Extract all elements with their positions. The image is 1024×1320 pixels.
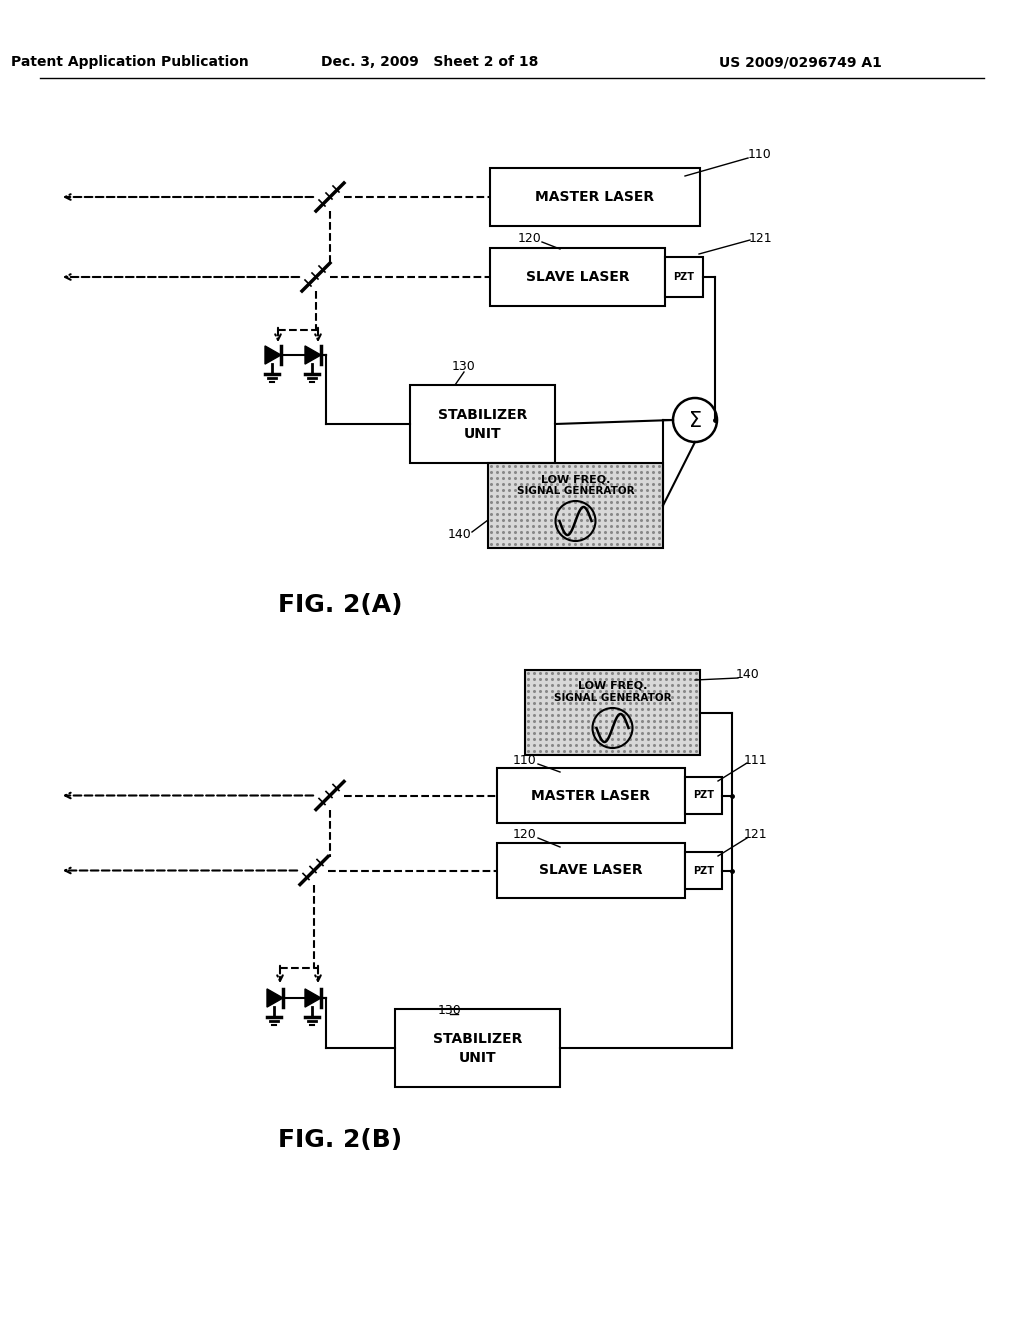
Text: Dec. 3, 2009   Sheet 2 of 18: Dec. 3, 2009 Sheet 2 of 18 (322, 55, 539, 69)
Text: LOW FREQ.: LOW FREQ. (541, 474, 610, 484)
Text: 140: 140 (736, 668, 760, 681)
Polygon shape (305, 989, 321, 1007)
Text: PZT: PZT (674, 272, 694, 282)
Text: UNIT: UNIT (464, 426, 502, 441)
Text: US 2009/0296749 A1: US 2009/0296749 A1 (719, 55, 882, 69)
Text: 120: 120 (513, 829, 537, 842)
Bar (497, 768, 685, 822)
Bar (665, 257, 703, 297)
Text: STABILIZER: STABILIZER (433, 1032, 522, 1045)
Text: 110: 110 (749, 149, 772, 161)
Text: UNIT: UNIT (459, 1051, 497, 1065)
Text: SLAVE LASER: SLAVE LASER (540, 863, 643, 878)
Bar (490, 248, 665, 306)
Bar (410, 385, 555, 463)
Text: PZT: PZT (693, 791, 714, 800)
Bar (685, 851, 722, 888)
Polygon shape (265, 346, 281, 364)
Text: 130: 130 (453, 360, 476, 374)
Text: Patent Application Publication: Patent Application Publication (11, 55, 249, 69)
Text: FIG. 2(A): FIG. 2(A) (278, 593, 402, 616)
Bar (395, 1008, 560, 1086)
Text: MASTER LASER: MASTER LASER (531, 788, 650, 803)
Bar (490, 168, 700, 226)
Polygon shape (305, 346, 321, 364)
Text: LOW FREQ.: LOW FREQ. (578, 681, 647, 690)
Text: 121: 121 (743, 829, 767, 842)
Text: SLAVE LASER: SLAVE LASER (525, 271, 630, 284)
Text: $\Sigma$: $\Sigma$ (688, 411, 701, 432)
Text: SIGNAL GENERATOR: SIGNAL GENERATOR (517, 486, 634, 496)
Text: 130: 130 (438, 1003, 462, 1016)
Text: MASTER LASER: MASTER LASER (536, 190, 654, 205)
Text: PZT: PZT (693, 866, 714, 875)
Text: 140: 140 (449, 528, 472, 541)
Text: 120: 120 (518, 231, 542, 244)
Text: SIGNAL GENERATOR: SIGNAL GENERATOR (554, 693, 672, 704)
Bar (497, 843, 685, 898)
Bar (685, 777, 722, 814)
Text: STABILIZER: STABILIZER (438, 408, 527, 422)
Polygon shape (267, 989, 283, 1007)
Text: 121: 121 (749, 231, 772, 244)
Bar (488, 463, 663, 548)
Text: 110: 110 (513, 754, 537, 767)
Bar (525, 671, 700, 755)
Text: 111: 111 (743, 754, 767, 767)
Text: FIG. 2(B): FIG. 2(B) (278, 1129, 402, 1152)
